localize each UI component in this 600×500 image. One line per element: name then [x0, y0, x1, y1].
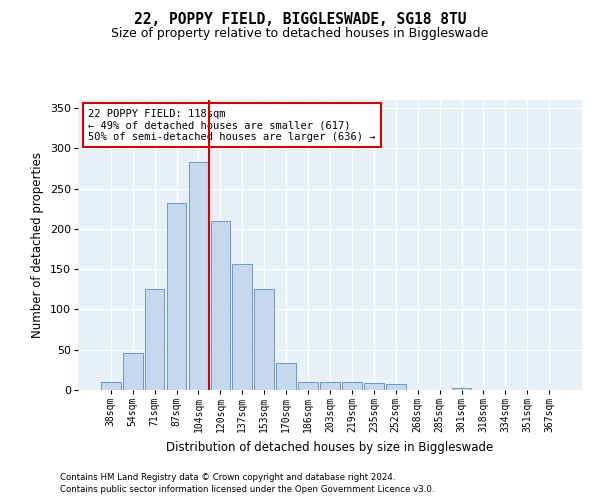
Y-axis label: Number of detached properties: Number of detached properties [31, 152, 44, 338]
Text: Contains HM Land Registry data © Crown copyright and database right 2024.: Contains HM Land Registry data © Crown c… [60, 472, 395, 482]
Bar [254, 290, 274, 390]
Bar [298, 382, 318, 390]
Text: Contains public sector information licensed under the Open Government Licence v3: Contains public sector information licen… [60, 485, 434, 494]
Text: Size of property relative to detached houses in Biggleswade: Size of property relative to detached ho… [112, 28, 488, 40]
Bar [232, 264, 252, 390]
Bar [320, 382, 340, 390]
Bar [386, 384, 406, 390]
Bar [167, 203, 187, 390]
Bar [188, 162, 208, 390]
Bar [342, 382, 362, 390]
Bar [364, 383, 384, 390]
Bar [211, 221, 230, 390]
Bar [123, 353, 143, 390]
X-axis label: Distribution of detached houses by size in Biggleswade: Distribution of detached houses by size … [166, 440, 494, 454]
Text: 22, POPPY FIELD, BIGGLESWADE, SG18 8TU: 22, POPPY FIELD, BIGGLESWADE, SG18 8TU [134, 12, 466, 28]
Bar [101, 382, 121, 390]
Bar [145, 288, 164, 390]
Text: 22 POPPY FIELD: 118sqm
← 49% of detached houses are smaller (617)
50% of semi-de: 22 POPPY FIELD: 118sqm ← 49% of detached… [88, 108, 376, 142]
Bar [276, 362, 296, 390]
Bar [452, 388, 472, 390]
